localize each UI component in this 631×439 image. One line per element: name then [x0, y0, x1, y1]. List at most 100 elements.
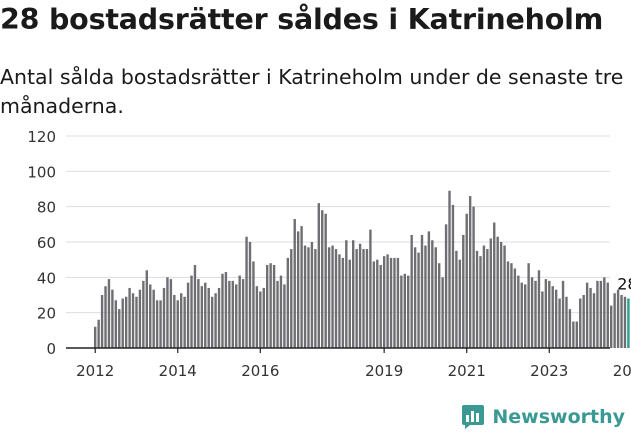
bar — [554, 289, 558, 348]
y-tick-label: 80 — [37, 199, 56, 217]
bar — [582, 295, 585, 348]
bar — [334, 249, 338, 348]
bar — [496, 236, 499, 348]
bar — [286, 257, 290, 348]
bar — [217, 287, 221, 348]
bar — [214, 293, 217, 348]
bar — [493, 222, 496, 348]
bar — [310, 242, 314, 348]
y-tick-label: 40 — [37, 269, 56, 287]
bar — [224, 272, 228, 348]
bar — [585, 282, 589, 348]
bar — [596, 280, 599, 348]
bar — [180, 293, 183, 348]
bar — [558, 298, 561, 348]
bar — [561, 280, 565, 348]
bar — [513, 268, 517, 348]
x-tick-label: 2021 — [448, 362, 486, 380]
bar — [441, 277, 444, 348]
bar — [620, 295, 623, 348]
bar — [166, 277, 169, 348]
bar — [207, 287, 210, 348]
bar — [155, 300, 159, 348]
bar — [269, 263, 272, 348]
bar — [331, 245, 334, 348]
bar — [296, 231, 300, 348]
bar — [176, 300, 179, 348]
y-tick-label: 120 — [27, 128, 56, 146]
bar — [534, 280, 537, 348]
y-tick-label: 100 — [27, 163, 56, 181]
bar — [410, 234, 413, 348]
bar — [603, 277, 606, 348]
bar — [572, 321, 575, 348]
bar — [162, 287, 166, 348]
y-tick-label: 20 — [37, 305, 56, 323]
bar — [407, 275, 410, 348]
bar — [338, 254, 341, 348]
bar — [448, 190, 451, 348]
bar — [314, 249, 317, 348]
bar — [482, 245, 486, 348]
bar — [468, 196, 472, 348]
bar — [145, 270, 148, 348]
annotations: 28 — [617, 275, 631, 294]
bar — [610, 305, 613, 348]
bar — [393, 257, 396, 348]
bar — [245, 236, 248, 348]
bar — [327, 247, 331, 348]
bar — [303, 245, 307, 348]
bar — [300, 226, 303, 348]
bar — [520, 282, 523, 348]
bar — [369, 229, 372, 348]
bar — [104, 286, 107, 348]
bar — [276, 280, 279, 348]
bar — [389, 257, 393, 348]
bar — [355, 249, 358, 348]
bar — [259, 291, 262, 348]
bar — [317, 203, 320, 348]
bar — [348, 259, 351, 348]
bar — [537, 270, 541, 348]
bar — [152, 289, 155, 348]
bar — [382, 256, 386, 348]
bar — [241, 279, 245, 348]
bar — [324, 213, 327, 348]
bar — [107, 279, 111, 348]
bar — [506, 261, 510, 348]
bar — [524, 284, 527, 348]
y-tick-label: 60 — [37, 234, 56, 252]
bar — [173, 295, 176, 348]
bar — [503, 245, 506, 348]
bar — [475, 250, 479, 348]
bar — [451, 204, 455, 348]
bar — [197, 279, 200, 348]
bar — [616, 289, 620, 348]
bar — [238, 275, 241, 348]
bar — [100, 295, 104, 348]
bar — [606, 282, 609, 348]
bar — [623, 296, 627, 348]
bar — [589, 287, 592, 348]
bar — [135, 296, 138, 348]
x-tick-label: 2023 — [530, 362, 568, 380]
bar — [252, 261, 255, 348]
chart-subtitle: Antal sålda bostadsrätter i Katrineholm … — [0, 65, 624, 118]
bar — [231, 280, 234, 348]
x-tick-label: 2012 — [76, 362, 114, 380]
bar — [517, 275, 520, 348]
bar — [266, 264, 269, 348]
bar — [114, 300, 118, 348]
bar — [462, 234, 465, 348]
bar — [527, 263, 530, 348]
bar — [444, 224, 448, 348]
bar — [489, 238, 492, 348]
bar — [413, 247, 417, 348]
bar — [118, 309, 121, 348]
bar — [235, 284, 238, 348]
bar — [159, 300, 162, 348]
bar — [379, 264, 382, 348]
bar — [420, 234, 424, 348]
y-axis-labels: 0 20 40 60 80 100 120 — [27, 128, 56, 358]
bar — [479, 256, 482, 348]
